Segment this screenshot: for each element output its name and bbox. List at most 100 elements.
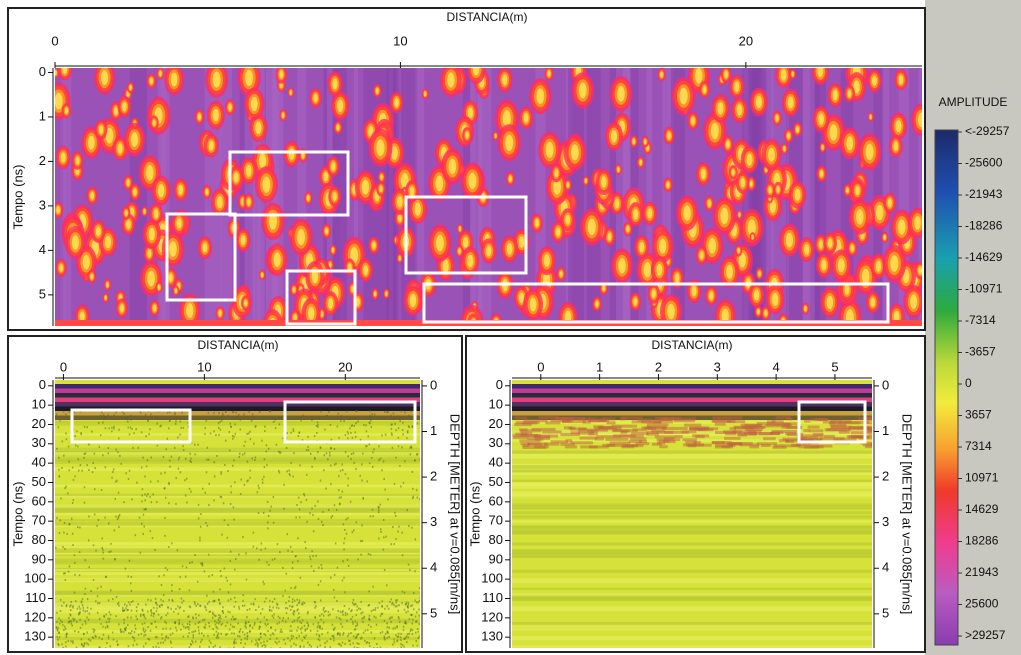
y-tick-label: 20 [489, 416, 503, 431]
x-tick-label: 0 [51, 33, 58, 48]
texture [131, 498, 133, 500]
texture [213, 646, 215, 648]
texture [512, 384, 872, 389]
texture [297, 626, 299, 628]
texture [135, 615, 137, 617]
texture [191, 631, 193, 633]
texture [313, 570, 315, 572]
texture [167, 569, 169, 571]
texture [302, 640, 304, 642]
texture [152, 493, 154, 495]
texture [675, 273, 680, 282]
texture [327, 632, 329, 634]
texture [395, 634, 397, 636]
texture [208, 459, 210, 461]
texture [141, 431, 143, 433]
texture [94, 453, 96, 455]
texture [256, 642, 258, 644]
texture [398, 526, 400, 528]
texture [292, 561, 294, 563]
texture [299, 508, 301, 510]
texture [205, 522, 207, 524]
texture [240, 642, 242, 644]
texture [317, 424, 319, 426]
texture [402, 590, 404, 592]
texture [388, 636, 390, 638]
texture [862, 269, 870, 285]
texture [264, 616, 266, 618]
texture [117, 518, 119, 520]
texture [200, 641, 202, 643]
texture [266, 640, 268, 642]
texture [165, 567, 167, 569]
texture [352, 531, 354, 533]
texture [588, 219, 596, 235]
texture [143, 627, 145, 629]
texture [79, 608, 81, 610]
texture [404, 592, 406, 594]
texture [410, 628, 412, 630]
texture [108, 452, 110, 454]
texture [319, 639, 321, 641]
texture [232, 465, 234, 467]
texture [59, 264, 63, 272]
texture [82, 604, 84, 606]
texture [313, 623, 315, 625]
texture [85, 588, 87, 590]
texture [387, 637, 389, 639]
y-axis-title: Tempo (ns) [467, 481, 482, 546]
texture [546, 142, 554, 158]
texture [318, 567, 320, 569]
texture [363, 265, 368, 275]
texture [436, 176, 444, 192]
texture [334, 596, 336, 598]
texture [691, 117, 695, 125]
texture [182, 623, 184, 625]
texture [166, 622, 168, 624]
texture [218, 622, 220, 624]
texture [296, 630, 298, 632]
texture [534, 445, 549, 448]
texture [339, 503, 341, 505]
texture [163, 574, 165, 576]
texture [512, 465, 872, 469]
texture [659, 445, 668, 448]
texture [300, 645, 302, 647]
texture [318, 518, 320, 520]
texture [103, 414, 105, 416]
texture [657, 264, 663, 276]
texture [391, 603, 393, 605]
texture [285, 590, 287, 592]
texture [112, 632, 114, 634]
texture [231, 632, 233, 634]
texture [58, 627, 60, 629]
texture [345, 612, 347, 614]
texture [197, 444, 199, 446]
texture [358, 643, 360, 645]
texture [189, 605, 191, 607]
texture [177, 549, 179, 551]
texture [412, 488, 414, 490]
texture [260, 621, 262, 623]
texture [360, 540, 362, 542]
texture [495, 134, 497, 138]
texture [299, 464, 301, 466]
texture [404, 638, 406, 640]
texture [109, 618, 111, 620]
texture [221, 416, 223, 418]
x-tick-label: 1 [596, 359, 603, 374]
texture [404, 460, 406, 462]
texture [146, 165, 154, 181]
texture [264, 601, 266, 603]
texture [259, 626, 261, 628]
texture [97, 602, 99, 604]
texture [545, 421, 560, 424]
texture [198, 630, 200, 632]
texture [910, 294, 917, 308]
texture [213, 499, 215, 501]
texture [58, 617, 60, 619]
texture [512, 626, 872, 631]
texture [695, 68, 702, 83]
texture [186, 566, 188, 568]
texture [55, 93, 63, 110]
